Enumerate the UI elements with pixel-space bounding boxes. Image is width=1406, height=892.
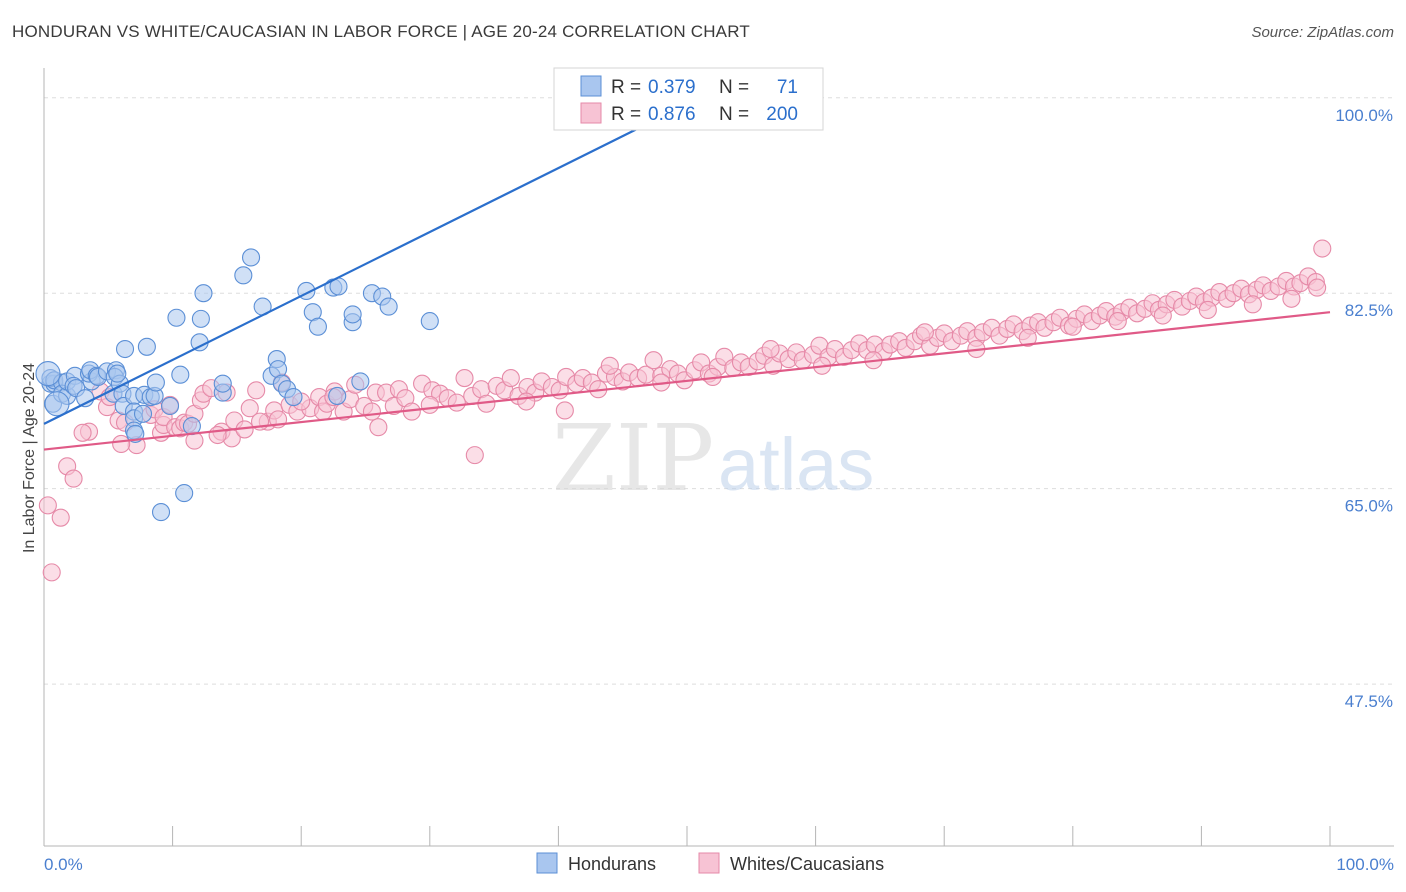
whites-point-83	[644, 351, 663, 370]
whites-point-180	[517, 392, 536, 411]
stats-legend-n-label-hondurans: N =	[719, 77, 754, 98]
whites-point-195	[1243, 295, 1262, 314]
axes	[43, 68, 1394, 847]
whites-point-181	[555, 401, 574, 420]
whites-point-193	[1153, 306, 1172, 325]
whites-point-196	[1282, 289, 1301, 308]
watermark: ZIP atlas	[552, 405, 874, 512]
series-legend-label-hondurans: Hondurans	[568, 854, 656, 874]
watermark-atlas: atlas	[718, 423, 874, 506]
whites-point-191	[1063, 317, 1082, 336]
whites-point-188	[915, 323, 934, 342]
whites-point-177	[369, 418, 388, 437]
whites-point-31	[240, 399, 259, 418]
x-ticks	[43, 826, 1331, 846]
hondurans-point-32	[133, 404, 153, 423]
hondurans-point-69	[379, 297, 398, 316]
stats-legend-r-value-hondurans: 0.379	[648, 77, 696, 98]
whites-point-65	[501, 369, 520, 388]
series-legend-label-whites: Whites/Caucasians	[730, 854, 884, 874]
hondurans-point-48	[213, 374, 232, 393]
hondurans-point-45	[191, 309, 210, 328]
chart-title: HONDURAN VS WHITE/CAUCASIAN IN LABOR FOR…	[12, 22, 750, 41]
x-tick-label-max: 100.0%	[1336, 855, 1394, 874]
whites-point-2	[51, 508, 70, 527]
hondurans-point-40	[167, 308, 186, 327]
hondurans-large-point-0	[35, 361, 61, 387]
hondurans-point-42	[175, 484, 194, 503]
whites-point-182	[600, 356, 619, 375]
hondurans-point-37	[146, 373, 165, 392]
whites-point-1	[42, 563, 61, 582]
x-tick-label-min: 0.0%	[44, 855, 83, 874]
hondurans-point-50	[241, 248, 261, 267]
whites-point-0	[38, 496, 57, 515]
y-tick-label-1: 82.5%	[1345, 301, 1393, 320]
source-label: Source: ZipAtlas.com	[1251, 24, 1394, 41]
stats-legend-swatch-whites	[580, 102, 602, 124]
y-tick-label-2: 65.0%	[1345, 497, 1393, 516]
hondurans-point-49	[234, 266, 253, 285]
hondurans-point-38	[151, 503, 171, 522]
whites-point-185	[761, 339, 780, 359]
whites-point-171	[73, 423, 92, 442]
stats-legend: R = 0.379 N = 71 R = 0.876 N = 200	[553, 67, 824, 131]
y-axis-label: In Labor Force | Age 20-24	[21, 363, 38, 553]
whites-point-58	[447, 393, 466, 412]
whites-point-170	[1313, 239, 1332, 258]
hondurans-large-point-1	[44, 391, 70, 417]
hondurans-point-62	[328, 386, 347, 405]
whites-point-32	[247, 381, 266, 400]
y-tick-label-3: 47.5%	[1345, 692, 1393, 711]
whites-point-174	[208, 425, 227, 445]
whites-trend-line	[43, 311, 1331, 451]
trend-lines	[43, 96, 1331, 451]
stats-legend-r-value-whites: 0.876	[648, 104, 696, 125]
whites-point-179	[465, 446, 484, 465]
hondurans-point-66	[351, 372, 370, 391]
stats-legend-n-value-hondurans: 71	[777, 77, 798, 98]
y-tick-labels: 100.0% 82.5% 65.0% 47.5%	[1335, 106, 1393, 711]
whites-point-192	[1108, 312, 1127, 331]
hondurans-points	[35, 248, 439, 522]
stats-legend-swatch-hondurans	[580, 75, 602, 97]
hondurans-point-60	[308, 317, 327, 336]
whites-point-178	[420, 395, 439, 414]
series-legend: Hondurans Whites/Caucasians	[536, 852, 884, 874]
hondurans-point-57	[284, 388, 303, 407]
whites-point-190	[1018, 328, 1037, 347]
whites-point-47	[362, 402, 381, 421]
whites-point-172	[112, 434, 131, 454]
y-tick-label-0: 100.0%	[1335, 106, 1393, 125]
stats-legend-n-value-whites: 200	[766, 104, 798, 125]
watermark-zip: ZIP	[552, 405, 714, 512]
hondurans-point-41	[171, 365, 190, 384]
grid-lines	[44, 97, 1394, 685]
series-legend-swatch-hondurans	[536, 852, 558, 874]
whites-point-4	[64, 469, 83, 488]
whites-point-59	[455, 369, 474, 388]
stats-legend-r-label-hondurans: R =	[611, 77, 646, 98]
stats-legend-r-label-whites: R =	[611, 104, 646, 125]
hondurans-point-70	[420, 312, 439, 331]
stats-legend-n-label-whites: N =	[719, 104, 754, 125]
hondurans-point-65	[343, 305, 362, 324]
hondurans-point-23	[108, 364, 127, 383]
hondurans-point-39	[160, 396, 180, 416]
whites-point-194	[1198, 300, 1217, 319]
series-legend-swatch-whites	[698, 852, 720, 874]
hondurans-point-34	[137, 337, 156, 356]
hondurans-point-26	[115, 339, 135, 359]
hondurans-point-31	[126, 424, 145, 443]
whites-point-197	[1308, 278, 1327, 297]
hondurans-point-46	[194, 284, 213, 303]
hondurans-trend-line	[43, 96, 701, 425]
